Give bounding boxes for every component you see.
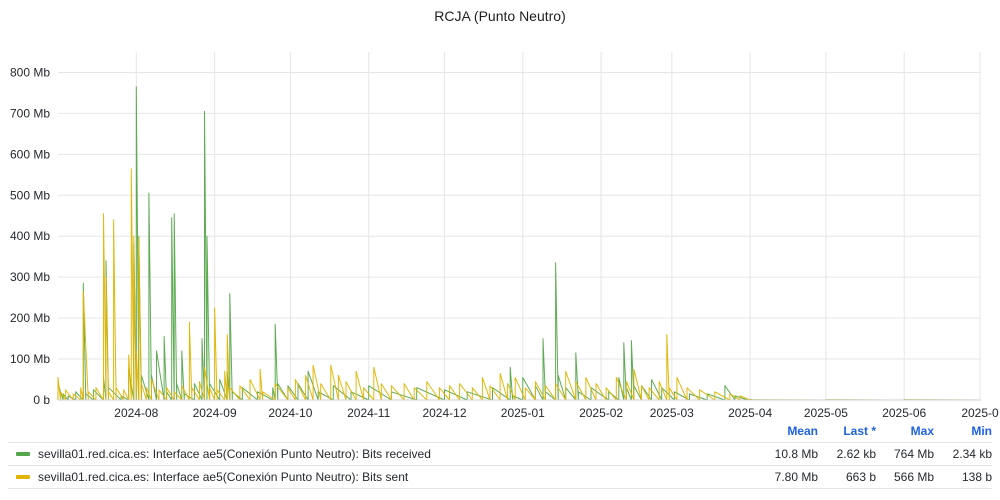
legend-row-received[interactable]: sevilla01.red.cica.es: Interface ae5(Con… [8,443,992,466]
x-tick-label: 2025-06 [882,406,926,420]
y-tick-label: 600 Mb [10,147,50,161]
x-tick-label: 2025-01 [501,406,545,420]
series-line-bits-received [57,86,981,401]
y-tick-label: 200 Mb [10,311,50,325]
legend-row-sent[interactable]: sevilla01.red.cica.es: Interface ae5(Con… [8,466,992,489]
legend-series-name[interactable]: sevilla01.red.cica.es: Interface ae5(Con… [38,447,431,461]
legend-header-min[interactable]: Min [971,424,992,438]
legend-header-mean[interactable]: Mean [787,424,818,438]
legend-swatch-sent [16,475,30,479]
legend-header-last[interactable]: Last * [843,424,876,438]
legend-value-min: 138 b [961,470,992,484]
legend-swatch-received [16,452,30,456]
series-line-bits-sent [57,168,981,401]
x-tick-label: 2024-11 [347,406,390,420]
legend-series-name[interactable]: sevilla01.red.cica.es: Interface ae5(Con… [38,470,409,484]
legend-header-max[interactable]: Max [910,424,934,438]
y-tick-label: 100 Mb [10,352,50,366]
y-tick-label: 700 Mb [10,106,50,120]
legend-value-max: 764 Mb [893,447,934,461]
legend-value-min: 2.34 kb [952,447,992,461]
y-tick-label: 0 b [33,393,50,407]
x-tick-label: 2025-03 [650,406,694,420]
y-tick-label: 500 Mb [10,188,50,202]
legend-value-mean: 7.80 Mb [774,470,818,484]
x-tick-label: 2025-0 [961,406,999,420]
y-tick-label: 800 Mb [10,65,50,79]
legend-value-max: 566 Mb [893,470,934,484]
x-tick-label: 2025-02 [579,406,623,420]
x-tick-label: 2025-05 [804,406,848,420]
chart-title: RCJA (Punto Neutro) [434,8,566,24]
legend-header: Mean Last * Max Min [8,420,992,443]
x-tick-label: 2025-04 [728,406,772,420]
x-tick-label: 2024-12 [422,406,466,420]
y-tick-label: 300 Mb [10,270,50,284]
x-tick-label: 2024-10 [268,406,312,420]
legend-table: Mean Last * Max Min sevilla01.red.cica.e… [8,420,992,489]
y-tick-label: 400 Mb [10,229,50,243]
legend-value-last: 2.62 kb [836,447,876,461]
legend-value-mean: 10.8 Mb [774,447,818,461]
x-tick-label: 2024-08 [114,406,158,420]
legend-value-last: 663 b [845,470,876,484]
x-tick-label: 2024-09 [193,406,237,420]
chart-plot[interactable]: 0 b 100 Mb 200 Mb 300 Mb 400 Mb 500 Mb 600 Mb 7… [0,0,1000,420]
